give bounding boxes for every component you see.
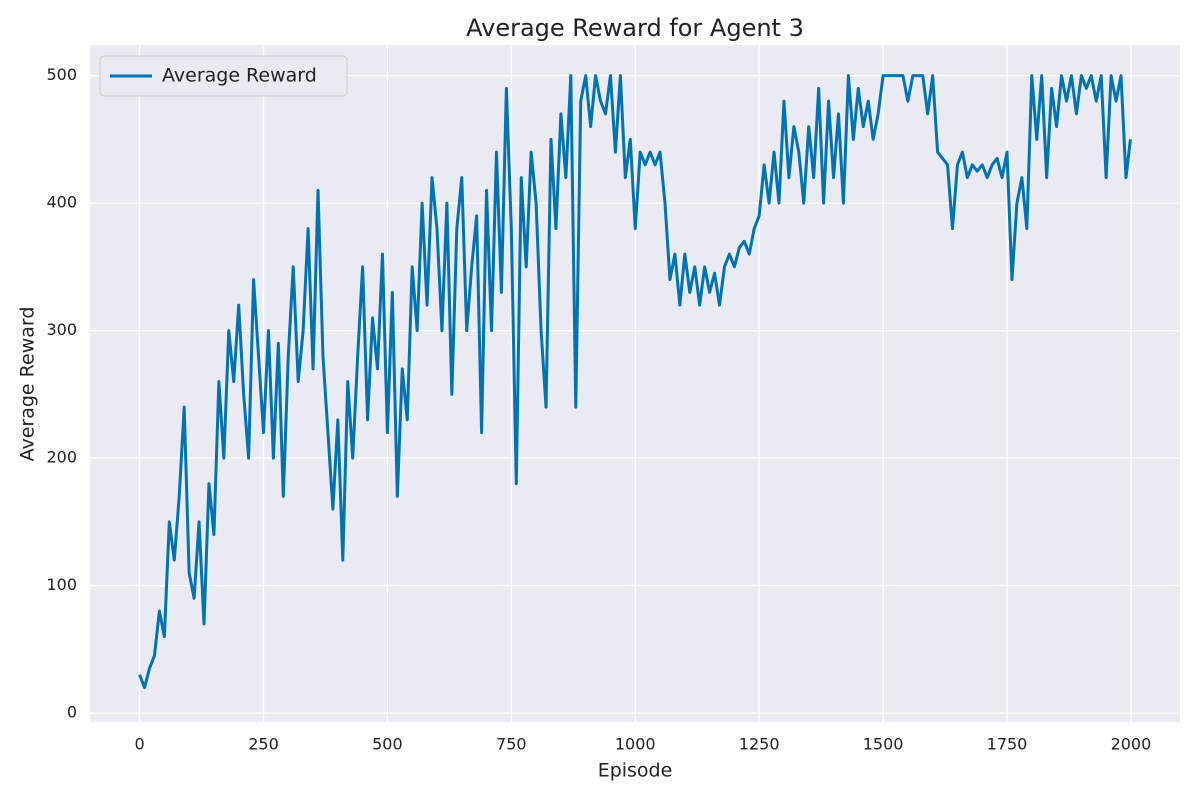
y-tick-label: 0 — [67, 703, 77, 722]
x-tick-label: 750 — [496, 735, 527, 754]
x-tick-label: 1750 — [987, 735, 1028, 754]
data-line — [138, 74, 1132, 690]
y-tick-label: 400 — [46, 193, 77, 212]
x-tick-label: 500 — [372, 735, 403, 754]
y-axis-label: Average Reward — [17, 307, 39, 462]
y-tick-label: 500 — [46, 65, 77, 84]
y-tick-label: 100 — [46, 575, 77, 594]
legend-box — [99, 55, 348, 97]
chart-title: Average Reward for Agent 3 — [466, 14, 804, 42]
y-tick-label: 300 — [46, 320, 77, 339]
legend-label: Average Reward — [162, 65, 317, 87]
y-tick-label: 200 — [46, 448, 77, 467]
x-tick-label: 2000 — [1111, 735, 1152, 754]
x-tick-label: 0 — [134, 735, 144, 754]
x-tick-label: 1250 — [739, 735, 780, 754]
x-tick-label: 250 — [248, 735, 279, 754]
x-tick-label: 1500 — [863, 735, 904, 754]
legend: Average Reward — [99, 55, 348, 97]
x-tick-label: 1000 — [615, 735, 656, 754]
x-axis-label: Episode — [598, 760, 673, 782]
